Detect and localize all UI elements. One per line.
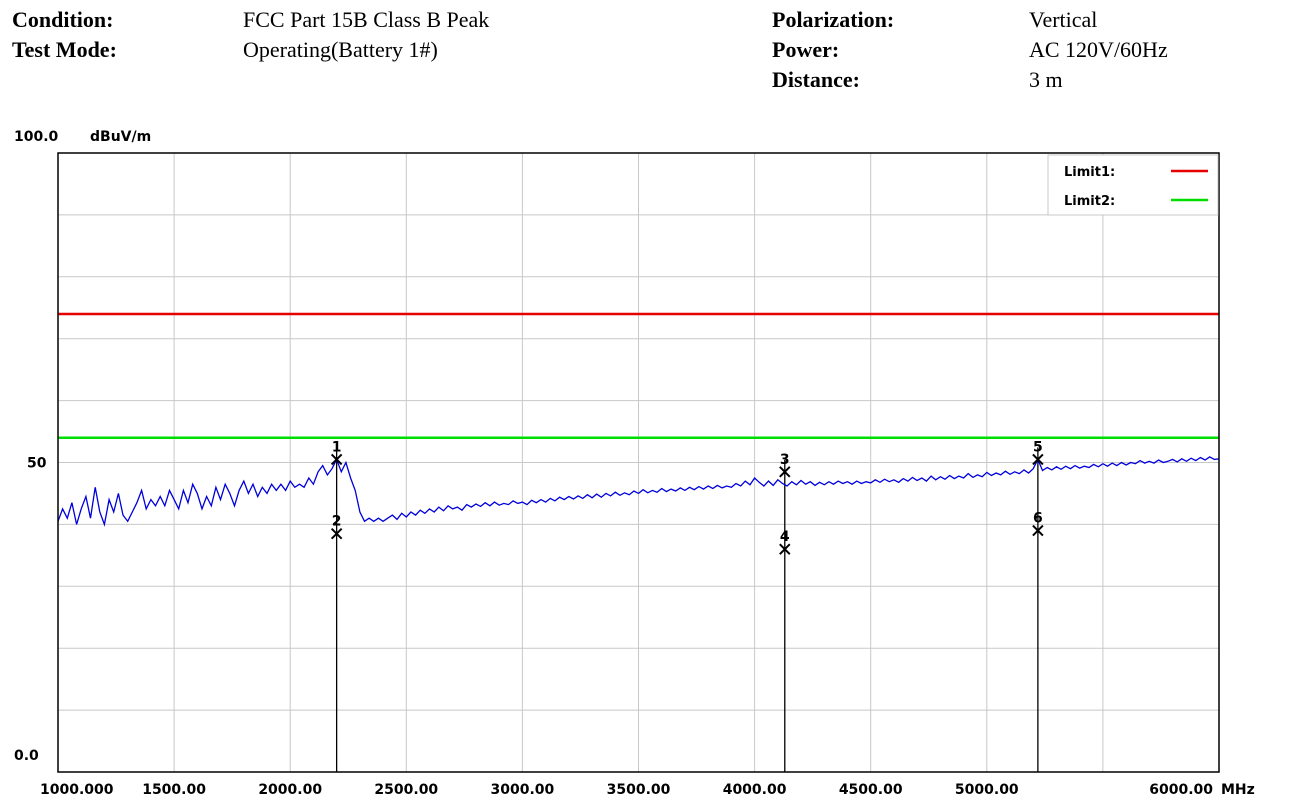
distance-value: 3 m bbox=[1029, 67, 1063, 92]
condition-value: FCC Part 15B Class B Peak bbox=[243, 7, 490, 32]
legend-label-2: Limit2: bbox=[1064, 194, 1115, 209]
power-value: AC 120V/60Hz bbox=[1029, 37, 1168, 62]
x-tick-label: 2500.00 bbox=[374, 782, 438, 798]
test-mode-label: Test Mode: bbox=[12, 37, 117, 62]
marker-x-stroke bbox=[330, 527, 343, 540]
measurement-trace bbox=[57, 456, 1220, 527]
y-tick-label: 50 bbox=[27, 456, 47, 472]
grid bbox=[58, 153, 1219, 772]
marker-label: 2 bbox=[332, 514, 342, 530]
legend: Limit1: Limit2: bbox=[1047, 154, 1219, 216]
x-tick-label: 1000.000 bbox=[40, 782, 114, 798]
legend-label-1: Limit1: bbox=[1064, 165, 1115, 180]
marker-label: 1 bbox=[332, 439, 342, 455]
limit-lines bbox=[58, 312, 1219, 439]
marker-6: 6 bbox=[1032, 511, 1044, 537]
x-tick-label: 4500.00 bbox=[839, 782, 903, 798]
marker-x-stroke bbox=[1032, 524, 1044, 537]
marker-label: 6 bbox=[1033, 511, 1043, 527]
distance-label: Distance: bbox=[772, 67, 860, 92]
x-tick-label: 4000.00 bbox=[723, 782, 787, 798]
marker-3: 3 bbox=[779, 452, 791, 478]
condition-label: Condition: bbox=[12, 7, 114, 32]
marker-5: 5 bbox=[1032, 439, 1044, 466]
polarization-value: Vertical bbox=[1029, 7, 1098, 32]
marker-label: 5 bbox=[1033, 439, 1043, 455]
test-mode-value: Operating(Battery 1#) bbox=[243, 37, 438, 62]
x-tick-label: 5000.00 bbox=[955, 782, 1019, 798]
marker-label: 4 bbox=[780, 529, 790, 545]
x-axis-unit: MHz bbox=[1221, 782, 1255, 798]
x-tick-label: 1500.00 bbox=[142, 782, 206, 798]
marker-x-stroke bbox=[330, 453, 343, 466]
marker-label: 3 bbox=[780, 452, 790, 468]
y-axis-unit: dBuV/m bbox=[90, 129, 151, 145]
y-tick-label: 100.0 bbox=[14, 129, 59, 145]
marker-4: 4 bbox=[779, 529, 791, 555]
marker-x-stroke bbox=[1032, 453, 1044, 466]
marker-1: 1 bbox=[330, 439, 343, 466]
y-tick-label: 0.0 bbox=[14, 748, 39, 764]
marker-lines bbox=[335, 447, 1039, 772]
marker-x-stroke bbox=[779, 543, 791, 555]
markers: 1 2 3 4 5 6 bbox=[330, 439, 1044, 555]
legend-box bbox=[1047, 154, 1219, 216]
x-tick-label: 6000.00 bbox=[1149, 782, 1213, 798]
power-label: Power: bbox=[772, 37, 840, 62]
marker-2: 2 bbox=[330, 514, 343, 540]
marker-x-stroke bbox=[779, 466, 791, 478]
polarization-label: Polarization: bbox=[772, 7, 895, 32]
plot-frame bbox=[57, 152, 1220, 773]
x-tick-label: 2000.00 bbox=[258, 782, 322, 798]
x-tick-label: 3000.00 bbox=[491, 782, 555, 798]
x-tick-label: 3500.00 bbox=[607, 782, 671, 798]
